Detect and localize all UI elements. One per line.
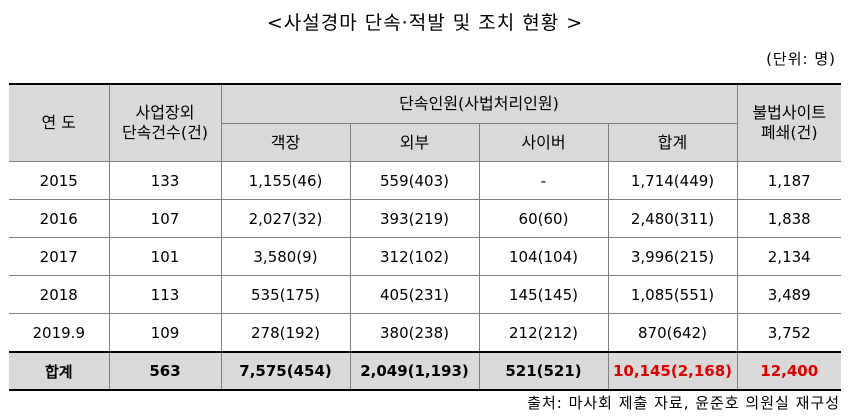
total-year: 합계 (9, 351, 110, 391)
total-outside: 2,049(1,193) (349, 351, 480, 391)
cell-cases: 107 (108, 199, 222, 238)
cell-sites: 3,752 (736, 313, 841, 353)
header-sites: 불법사이트 폐쇄(건) (736, 84, 841, 162)
cell-venue: 278(192) (220, 313, 351, 353)
header-enforced: 단속인원(사법처리인원) (220, 84, 738, 124)
cell-outside: 312(102) (349, 237, 480, 276)
cell-cyber: - (478, 161, 609, 200)
total-cyber: 521(521) (478, 351, 609, 391)
header-cases-text: 사업장외 단속건수(건) (121, 103, 209, 142)
cell-sites: 2,134 (736, 237, 841, 276)
cell-year: 2016 (9, 199, 110, 238)
cell-cyber: 212(212) (478, 313, 609, 353)
cell-cases: 101 (108, 237, 222, 276)
cell-cases: 113 (108, 275, 222, 314)
header-cyber: 사이버 (478, 123, 609, 162)
unit-label: (단위: 명) (766, 50, 836, 68)
header-total: 합계 (607, 123, 738, 162)
header-cases: 사업장외 단속건수(건) (108, 84, 222, 162)
cell-year: 2017 (9, 237, 110, 276)
cell-sites: 1,838 (736, 199, 841, 238)
table-row: 2016 107 2,027(32) 393(219) 60(60) 2,480… (9, 199, 841, 238)
cell-outside: 559(403) (349, 161, 480, 200)
table-row: 2015 133 1,155(46) 559(403) - 1,714(449)… (9, 161, 841, 200)
cell-total: 1,714(449) (607, 161, 738, 200)
header-row-1: 연 도 사업장외 단속건수(건) 단속인원(사법처리인원) 불법사이트 폐쇄(건… (9, 84, 841, 162)
cell-venue: 3,580(9) (220, 237, 351, 276)
cell-outside: 405(231) (349, 275, 480, 314)
cell-total: 1,085(551) (607, 275, 738, 314)
page-title: <사설경마 단속·적발 및 조치 현황 > (266, 12, 584, 34)
total-venue: 7,575(454) (220, 351, 351, 391)
header-row-2: 객장 외부 사이버 합계 (9, 123, 841, 162)
cell-total: 2,480(311) (607, 199, 738, 238)
total-sites: 12,400 (736, 351, 841, 391)
header-outside: 외부 (349, 123, 480, 162)
cell-cyber: 104(104) (478, 237, 609, 276)
cell-year: 2019.9 (9, 313, 110, 353)
cell-cyber: 145(145) (478, 275, 609, 314)
cell-cyber: 60(60) (478, 199, 609, 238)
header-sites-text: 불법사이트 폐쇄(건) (752, 103, 827, 142)
table-row: 2018 113 535(175) 405(231) 145(145) 1,08… (9, 275, 841, 314)
cell-year: 2018 (9, 275, 110, 314)
cell-sites: 3,489 (736, 275, 841, 314)
source-note: 출처: 마사회 제출 자료, 윤준호 의원실 재구성 (527, 394, 840, 412)
enforcement-table: 연 도 사업장외 단속건수(건) 단속인원(사법처리인원) 불법사이트 폐쇄(건… (9, 83, 841, 391)
header-year: 연 도 (9, 84, 110, 162)
cell-outside: 393(219) (349, 199, 480, 238)
cell-year: 2015 (9, 161, 110, 200)
cell-total: 3,996(215) (607, 237, 738, 276)
header-venue: 객장 (221, 123, 351, 162)
cell-outside: 380(238) (349, 313, 480, 353)
total-cases: 563 (108, 351, 222, 391)
cell-venue: 535(175) (220, 275, 351, 314)
cell-venue: 2,027(32) (220, 199, 351, 238)
cell-cases: 109 (108, 313, 222, 353)
total-row: 합계 563 7,575(454) 2,049(1,193) 521(521) … (9, 351, 841, 391)
table-row: 2019.9 109 278(192) 380(238) 212(212) 87… (9, 313, 841, 353)
cell-venue: 1,155(46) (220, 161, 351, 200)
cell-sites: 1,187 (736, 161, 841, 200)
cell-total: 870(642) (607, 313, 738, 353)
table-row: 2017 101 3,580(9) 312(102) 104(104) 3,99… (9, 237, 841, 276)
cell-cases: 133 (108, 161, 222, 200)
total-total: 10,145(2,168) (607, 351, 738, 391)
